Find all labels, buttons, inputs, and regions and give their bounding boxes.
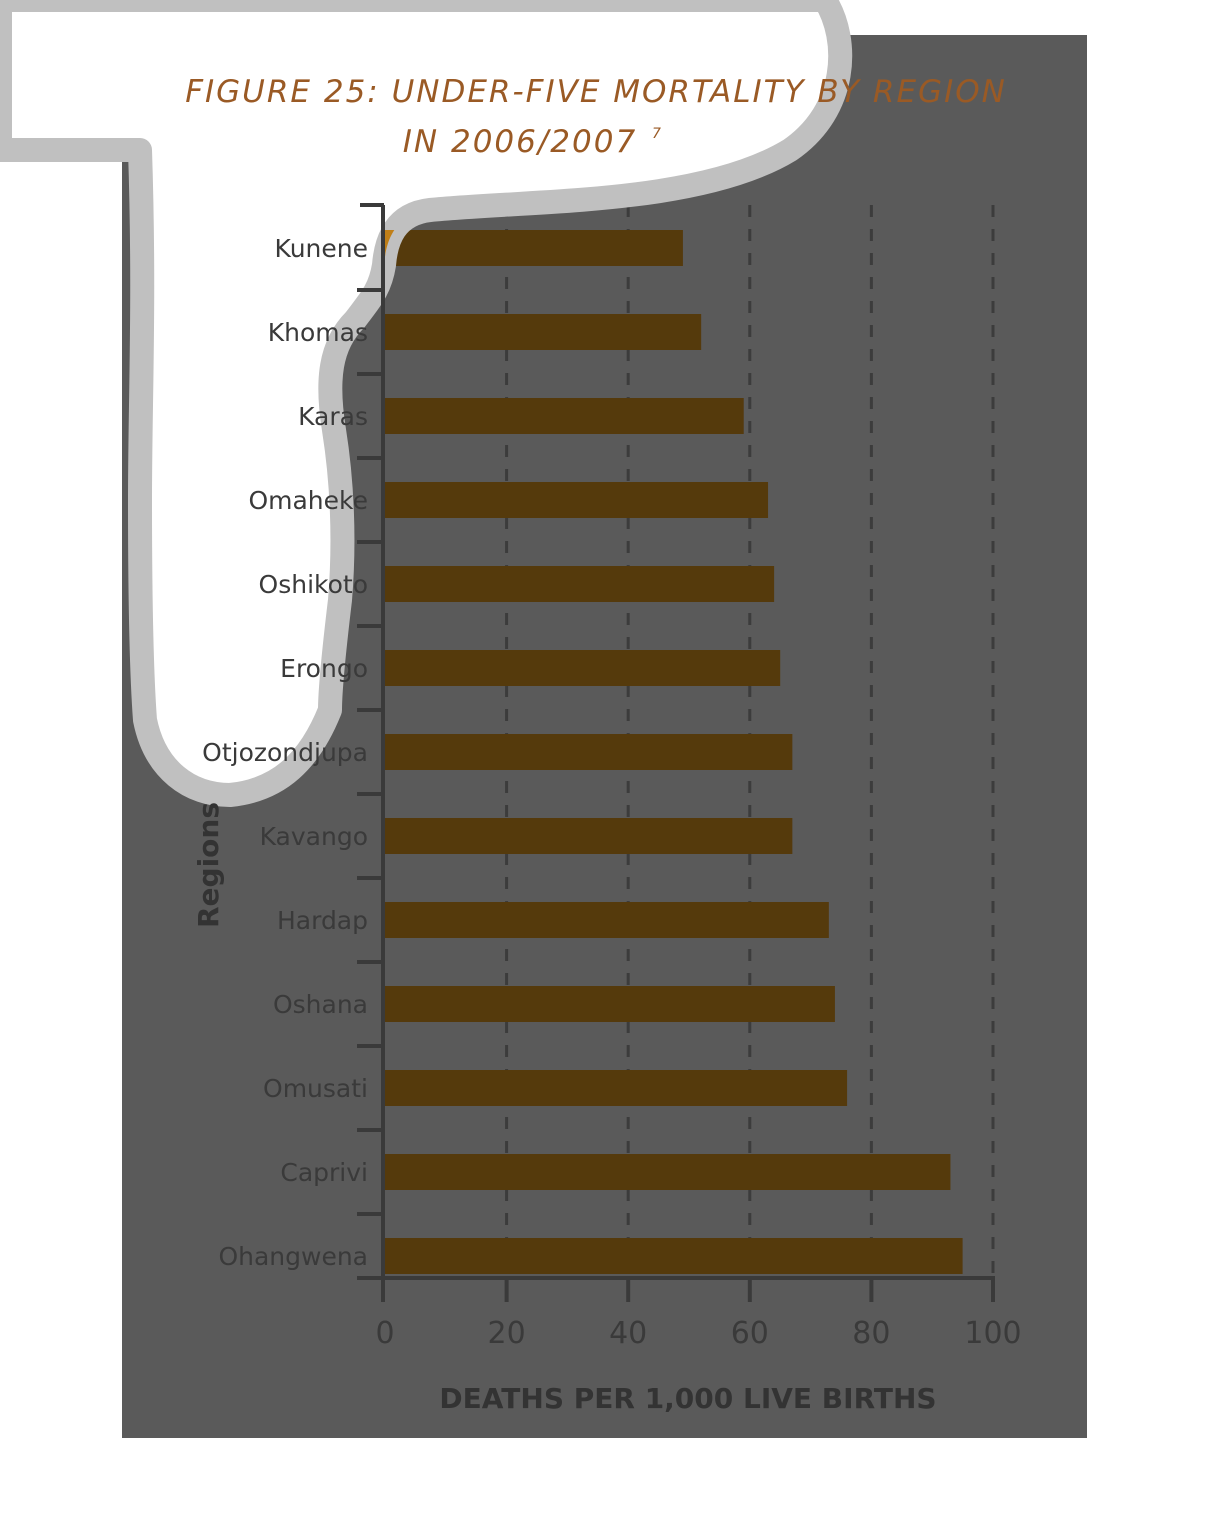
bar-omaheke <box>385 482 769 518</box>
category-label-kunene: Kunene <box>275 234 368 263</box>
x-axis-title: DEATHS PER 1,000 LIVE BIRTHS <box>439 1382 936 1415</box>
category-labels: Kunene Khomas Karas Omaheke Oshikoto Erongo Ot… <box>202 234 368 1271</box>
bars <box>385 230 963 1274</box>
x-tick-label-80: 80 <box>852 1316 890 1351</box>
category-label-oshana: Oshana <box>273 990 368 1019</box>
category-label-khomas: Khomas <box>268 318 368 347</box>
highlight-blob <box>0 0 853 807</box>
category-label-omaheke: Omaheke <box>248 486 368 515</box>
bar-oshikoto <box>385 566 775 602</box>
bar-khomas <box>385 314 702 350</box>
x-tick-label-60: 60 <box>731 1316 769 1351</box>
category-label-otjozondjupa: Otjozondjupa <box>202 738 368 767</box>
category-label-omusati: Omusati <box>263 1074 368 1103</box>
bar-caprivi <box>385 1154 951 1190</box>
category-label-kavango: Kavango <box>260 822 368 851</box>
bar-karas <box>385 398 744 434</box>
category-label-erongo: Erongo <box>280 654 368 683</box>
bar-ohangwena <box>385 1238 963 1274</box>
bar-otjozondjupa <box>385 734 793 770</box>
bar-kavango <box>385 818 793 854</box>
category-label-ohangwena: Ohangwena <box>218 1242 368 1271</box>
bar-oshana <box>385 986 835 1022</box>
chart-title: FIGURE 25: UNDER-FIVE MORTALITY BY REGIO… <box>185 74 1007 110</box>
y-axis-title: Regions <box>192 802 225 928</box>
bar-hardap <box>385 902 829 938</box>
x-tick-label-0: 0 <box>375 1316 394 1351</box>
chart-title-line2: IN 2006/2007 <box>403 124 637 160</box>
category-label-oshikoto: Oshikoto <box>259 570 368 599</box>
bar-omusati <box>385 1070 848 1106</box>
bar-kunene <box>385 230 683 266</box>
x-tick-label-40: 40 <box>609 1316 647 1351</box>
bar-erongo <box>385 650 781 686</box>
category-label-caprivi: Caprivi <box>280 1158 368 1187</box>
x-tick-label-100: 100 <box>964 1316 1021 1351</box>
chart-title-superscript: 7 <box>652 126 661 142</box>
x-tick-label-20: 20 <box>488 1316 526 1351</box>
category-label-hardap: Hardap <box>277 906 368 935</box>
category-label-karas: Karas <box>298 402 368 431</box>
axes <box>357 203 995 1302</box>
tick-labels: 0 20 40 60 80 100 <box>375 1316 1021 1351</box>
